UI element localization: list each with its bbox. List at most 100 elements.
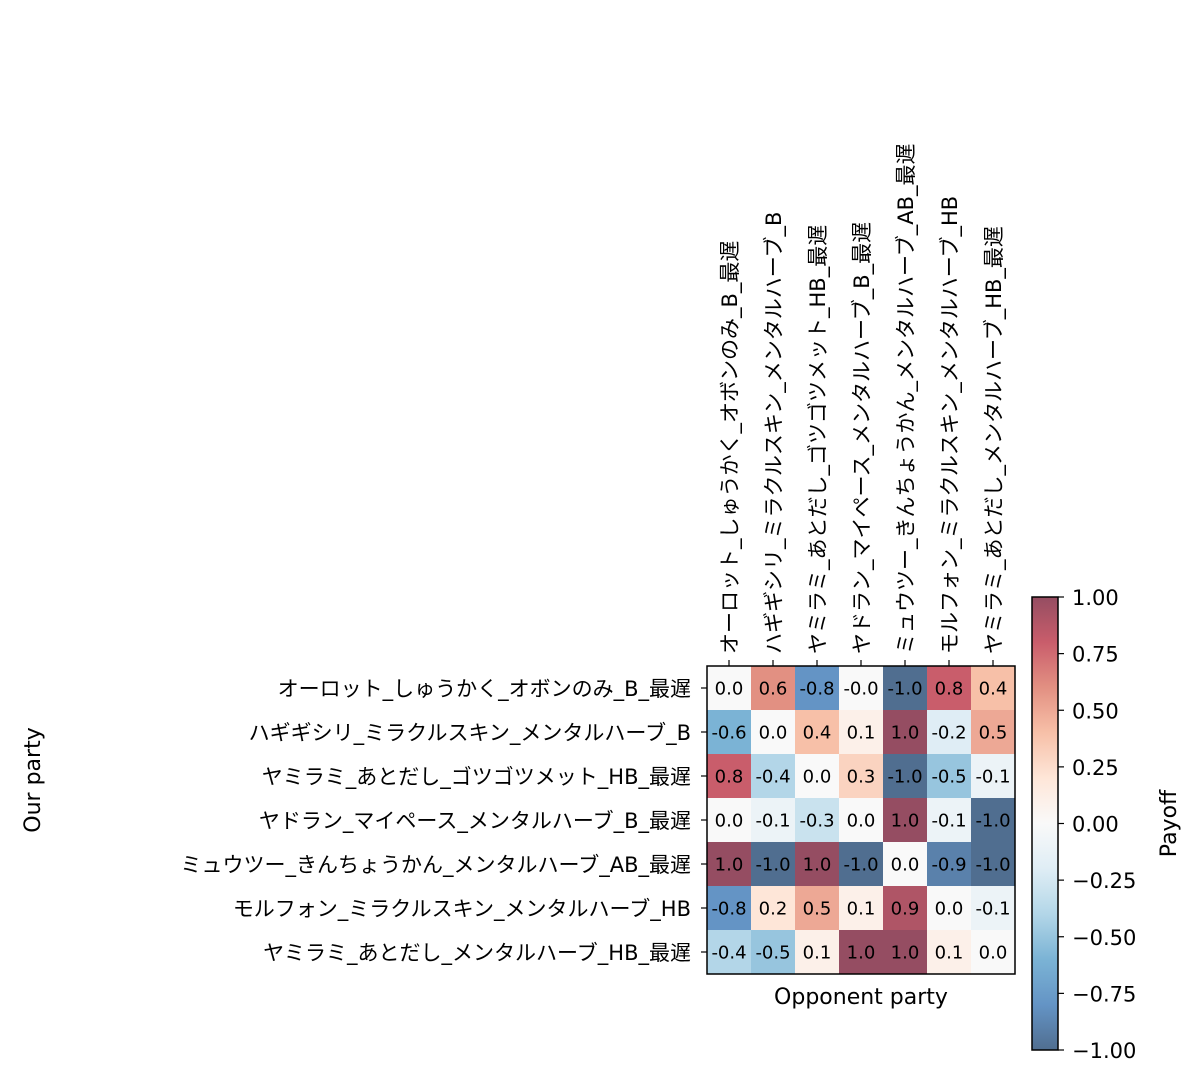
x-tick-label-6: ヤミラミ_あとだし_メンタルハーブ_HB_最遅 [982, 226, 1007, 654]
cell-value-label-r6-c4: 1.0 [891, 943, 920, 964]
heatmap-cell-r0-c3 [839, 666, 884, 711]
cell-value-label-r0-c4: -1.0 [887, 679, 922, 700]
cell-value-label-r2-c3: 0.3 [847, 767, 876, 788]
heatmap-cell-r4-c5 [927, 842, 972, 887]
heatmap-cell-r3-c5 [927, 798, 972, 843]
heatmap-cell-r6-c5 [927, 930, 972, 975]
cell-value-label-r5-c4: 0.9 [891, 899, 920, 920]
heatmap-cell-r2-c5 [927, 754, 972, 799]
heatmap-cell-r5-c3 [839, 886, 884, 931]
heatmap-cell-r2-c4 [883, 754, 928, 799]
cell-value-label-r6-c6: 0.0 [979, 943, 1008, 964]
heatmap-cell-r4-c0 [707, 842, 752, 887]
colorbar-tick-label-4: 0.00 [1072, 813, 1119, 837]
cell-value-label-r3-c4: 1.0 [891, 811, 920, 832]
colorbar-tick-label-3: 0.25 [1072, 756, 1119, 780]
heatmap-cell-r2-c6 [971, 754, 1016, 799]
cell-value-label-r2-c2: 0.0 [803, 767, 832, 788]
x-tick-label-4: ミュウツー_きんちょうかん_メンタルハーブ_AB_最遅 [894, 143, 919, 654]
heatmap-cell-r0-c1 [751, 666, 796, 711]
heatmap-cell-r5-c5 [927, 886, 972, 931]
heatmap-cell-r5-c4 [883, 886, 928, 931]
heatmap-cell-r4-c1 [751, 842, 796, 887]
y-tick-label-6: ヤミラミ_あとだし_メンタルハーブ_HB_最遅 [263, 941, 691, 966]
x-tick-label-3: ヤドラン_マイペース_メンタルハーブ_B_最遅 [850, 222, 875, 654]
heatmap-cell-r5-c0 [707, 886, 752, 931]
cell-value-label-r4-c4: 0.0 [891, 855, 920, 876]
colorbar-tick-label-7: −0.75 [1072, 982, 1136, 1006]
cell-value-label-r2-c5: -0.5 [931, 767, 966, 788]
heatmap-cell-r5-c2 [795, 886, 840, 931]
y-tick-label-5: モルフォン_ミラクルスキン_メンタルハーブ_HB [233, 897, 691, 922]
heatmap-cell-r3-c3 [839, 798, 884, 843]
cell-value-label-r3-c1: -0.1 [755, 811, 790, 832]
x-axis-label: Opponent party [774, 985, 948, 1010]
heatmap-cell-r6-c2 [795, 930, 840, 975]
cell-value-label-r3-c2: -0.3 [799, 811, 834, 832]
cell-value-label-r0-c5: 0.8 [935, 679, 964, 700]
heatmap-cell-r0-c4 [883, 666, 928, 711]
cell-value-label-r4-c3: -1.0 [843, 855, 878, 876]
cell-value-label-r2-c6: -0.1 [975, 767, 1010, 788]
heatmap-cell-r4-c4 [883, 842, 928, 887]
cell-value-label-r5-c3: 0.1 [847, 899, 876, 920]
cell-value-label-r3-c3: 0.0 [847, 811, 876, 832]
y-axis-ticks: オーロット_しゅうかく_オボンのみ_B_最遅ハギギシリ_ミラクルスキン_メンタル… [180, 677, 707, 966]
cell-value-label-r1-c4: 1.0 [891, 723, 920, 744]
heatmap-cell-r1-c3 [839, 710, 884, 755]
heatmap-cell-r6-c6 [971, 930, 1016, 975]
colorbar-tick-label-1: 0.75 [1072, 643, 1119, 667]
colorbar [1031, 596, 1059, 1051]
cell-value-label-r3-c6: -1.0 [975, 811, 1010, 832]
y-tick-label-3: ヤドラン_マイペース_メンタルハーブ_B_最遅 [259, 809, 691, 834]
heatmap-cell-r2-c1 [751, 754, 796, 799]
heatmap-cell-labels: 0.0 0.6 -0.8 -0.0 -1.0 0.8 0.4 -0.6 0.0 0.4 0.1 1.0… [711, 679, 1010, 964]
heatmap-cell-r4-c2 [795, 842, 840, 887]
heatmap-cell-r0-c5 [927, 666, 972, 711]
cell-value-label-r0-c0: 0.0 [715, 679, 744, 700]
cell-value-label-r4-c0: 1.0 [715, 855, 744, 876]
heatmap-cell-r0-c6 [971, 666, 1016, 711]
cell-value-label-r2-c1: -0.4 [755, 767, 790, 788]
heatmap-cell-r5-c6 [971, 886, 1016, 931]
colorbar-tick-label-6: −0.50 [1072, 926, 1136, 950]
cell-value-label-r2-c0: 0.8 [715, 767, 744, 788]
x-axis-ticks: オーロット_しゅうかく_オボンのみ_B_最遅 ハギギシリ_ミラクルスキン_メンタル… [718, 143, 1007, 666]
cell-value-label-r6-c2: 0.1 [803, 943, 832, 964]
heatmap-cell-r3-c6 [971, 798, 1016, 843]
cell-value-label-r1-c6: 0.5 [979, 723, 1008, 744]
y-tick-label-0: オーロット_しゅうかく_オボンのみ_B_最遅 [278, 677, 691, 702]
cell-value-label-r6-c0: -0.4 [711, 943, 746, 964]
heatmap-cells [707, 666, 1016, 975]
heatmap-cell-r3-c2 [795, 798, 840, 843]
heatmap-cell-r1-c1 [751, 710, 796, 755]
heatmap-cell-r3-c1 [751, 798, 796, 843]
cell-value-label-r0-c1: 0.6 [759, 679, 788, 700]
cell-value-label-r1-c1: 0.0 [759, 723, 788, 744]
cell-value-label-r5-c5: 0.0 [935, 899, 964, 920]
cell-value-label-r5-c6: -0.1 [975, 899, 1010, 920]
x-tick-label-2: ヤミラミ_あとだし_ゴツゴツメット_HB_最遅 [806, 225, 831, 654]
cell-value-label-r4-c1: -1.0 [755, 855, 790, 876]
heatmap-cell-r3-c0 [707, 798, 752, 843]
cell-value-label-r4-c2: 1.0 [803, 855, 832, 876]
heatmap-cell-r5-c1 [751, 886, 796, 931]
cell-value-label-r3-c0: 0.0 [715, 811, 744, 832]
cell-value-label-r5-c0: -0.8 [711, 899, 746, 920]
x-tick-label-1: ハギギシリ_ミラクルスキン_メンタルハーブ_B [762, 212, 787, 654]
heatmap-cell-r0-c2 [795, 666, 840, 711]
cell-value-label-r4-c5: -0.9 [931, 855, 966, 876]
y-tick-label-2: ヤミラミ_あとだし_ゴツゴツメット_HB_最遅 [262, 765, 691, 790]
heatmap-cell-r6-c0 [707, 930, 752, 975]
heatmap-cell-r1-c6 [971, 710, 1016, 755]
heatmap-cell-r2-c3 [839, 754, 884, 799]
y-tick-label-4: ミュウツー_きんちょうかん_メンタルハーブ_AB_最遅 [180, 853, 691, 878]
heatmap-cell-r6-c1 [751, 930, 796, 975]
cell-value-label-r0-c6: 0.4 [979, 679, 1008, 700]
heatmap-cell-r1-c0 [707, 710, 752, 755]
cell-value-label-r4-c6: -1.0 [975, 855, 1010, 876]
heatmap-cell-r2-c0 [707, 754, 752, 799]
cell-value-label-r6-c1: -0.5 [755, 943, 790, 964]
cell-value-label-r6-c3: 1.0 [847, 943, 876, 964]
